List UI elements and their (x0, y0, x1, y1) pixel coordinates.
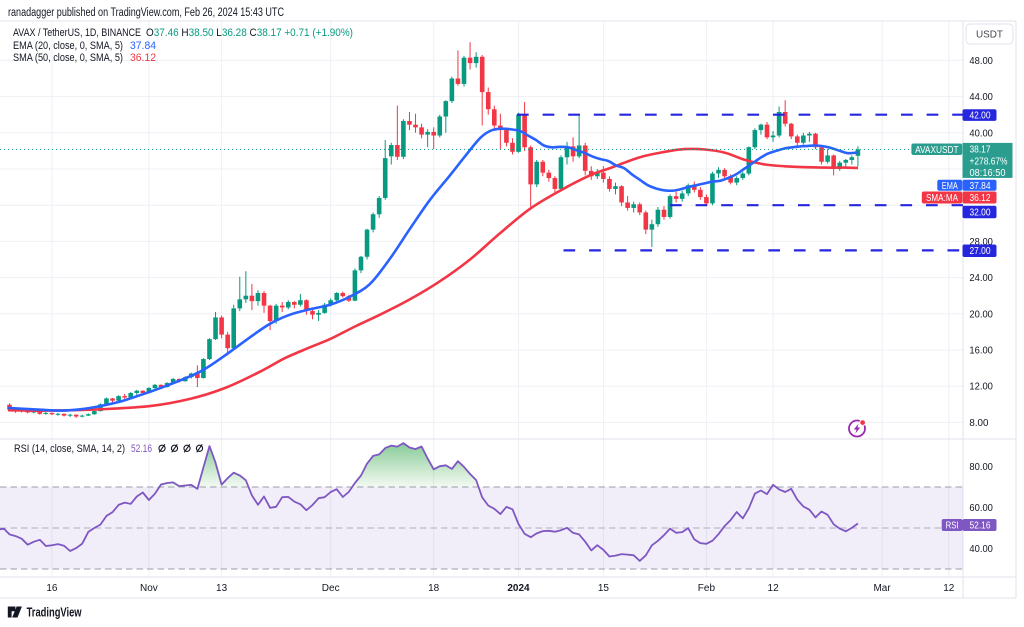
svg-text:44.00: 44.00 (969, 92, 993, 103)
svg-text:O37.46 H38.50 L36.28 C38.17 +0: O37.46 H38.50 L36.28 C38.17 +0.71 (+1.90… (146, 27, 353, 39)
svg-text:60.00: 60.00 (969, 503, 993, 514)
svg-text:Mar: Mar (873, 583, 891, 594)
svg-text:15: 15 (598, 583, 610, 594)
svg-text:36.12: 36.12 (970, 193, 991, 204)
svg-text:16: 16 (46, 583, 58, 594)
svg-text:42.00: 42.00 (970, 111, 991, 122)
svg-text:2024: 2024 (507, 583, 530, 594)
svg-text:SMA (50, close, 0, SMA, 5): SMA (50, close, 0, SMA, 5) (13, 52, 123, 64)
svg-text:EMA: EMA (942, 181, 958, 192)
svg-text:RSI: RSI (946, 521, 959, 532)
svg-text:USDT: USDT (976, 30, 1003, 41)
svg-text:40.00: 40.00 (969, 128, 993, 139)
svg-text:80.00: 80.00 (969, 462, 993, 473)
svg-text:18: 18 (428, 583, 440, 594)
svg-text:+278.67%: +278.67% (970, 156, 1008, 167)
svg-text:12: 12 (943, 583, 955, 594)
svg-text:48.00: 48.00 (969, 56, 993, 67)
svg-text:13: 13 (216, 583, 228, 594)
svg-text:8.00: 8.00 (969, 418, 988, 429)
svg-text:38.17: 38.17 (970, 145, 991, 156)
svg-text:TradingView: TradingView (27, 606, 82, 620)
svg-text:AVAX / TetherUS, 1D, BINANCE: AVAX / TetherUS, 1D, BINANCE (13, 27, 141, 39)
svg-text:EMA (20, close, 0, SMA, 5): EMA (20, close, 0, SMA, 5) (13, 40, 123, 52)
svg-text:Dec: Dec (322, 583, 340, 594)
svg-text:37.84: 37.84 (130, 40, 156, 52)
svg-text:32.00: 32.00 (970, 207, 991, 218)
svg-text:52.16: 52.16 (970, 521, 991, 532)
svg-text:24.00: 24.00 (969, 273, 993, 284)
svg-text:AVAXUSDT: AVAXUSDT (915, 145, 959, 156)
svg-text:ranadagger published on Tradin: ranadagger published on TradingView.com,… (8, 7, 284, 19)
svg-text:40.00: 40.00 (969, 544, 993, 555)
svg-text:16.00: 16.00 (969, 346, 993, 357)
svg-text:12: 12 (768, 583, 780, 594)
svg-text:08:16:50: 08:16:50 (970, 168, 1006, 179)
svg-text:52.16: 52.16 (131, 443, 152, 455)
svg-text:20.00: 20.00 (969, 309, 993, 320)
svg-text:Feb: Feb (698, 583, 716, 594)
svg-text:Nov: Nov (140, 583, 158, 594)
svg-text:37.84: 37.84 (970, 181, 991, 192)
svg-text:27.00: 27.00 (970, 246, 991, 257)
svg-text:SMA:MA: SMA:MA (926, 193, 958, 204)
svg-text:12.00: 12.00 (969, 382, 993, 393)
svg-text:36.12: 36.12 (130, 52, 156, 64)
svg-text:RSI (14, close, SMA, 14, 2): RSI (14, close, SMA, 14, 2) (14, 443, 125, 455)
svg-text:28.00: 28.00 (969, 237, 993, 248)
